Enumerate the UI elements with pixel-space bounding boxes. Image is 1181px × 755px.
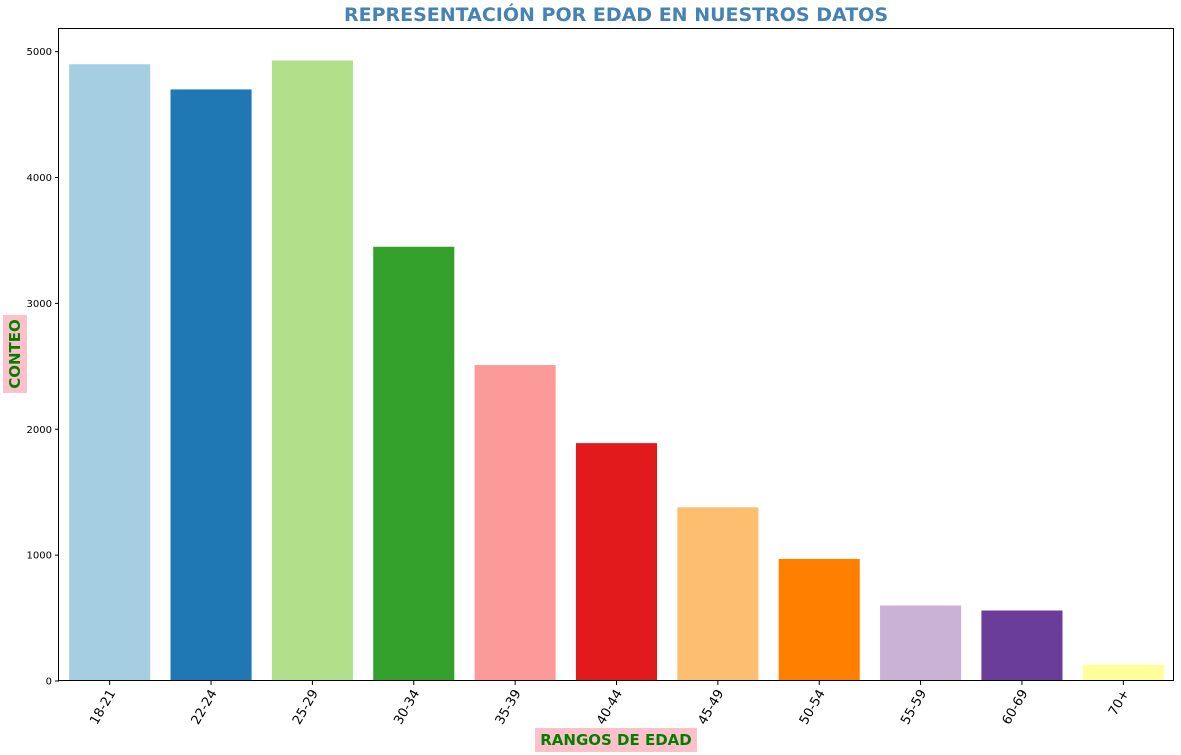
- y-ticks: 0 1000 2000 3000 4000 5000: [27, 47, 59, 688]
- bar-60-69: [981, 610, 1063, 681]
- bar-70+: [1082, 664, 1164, 681]
- chart-title: REPRESENTACIÓN POR EDAD EN NUESTROS DATO…: [344, 2, 888, 26]
- x-tick-label: 35-39: [493, 687, 525, 727]
- y-axis-label: CONTEO: [3, 315, 27, 393]
- bar-22-24: [170, 89, 252, 681]
- x-tick-label: 55-59: [898, 687, 930, 727]
- x-ticks: 18-21 22-24 25-29 30-34 35-39 40-44 45-49 50-54…: [87, 681, 1133, 727]
- bar-55-59: [880, 605, 962, 681]
- x-tick-label: 45-49: [695, 687, 727, 727]
- x-tick-label: 18-21: [87, 687, 119, 727]
- y-tick-label: 3000: [27, 299, 52, 310]
- y-tick-label: 0: [46, 677, 52, 688]
- y-tick-label: 1000: [27, 551, 52, 562]
- x-tick-label: 70+: [1106, 687, 1133, 718]
- y-tick-label: 4000: [27, 173, 52, 184]
- x-tick-label: 30-34: [391, 687, 423, 727]
- y-axis-label-text: CONTEO: [6, 319, 24, 389]
- bar-30-34: [373, 246, 455, 681]
- x-tick-label: 22-24: [189, 687, 221, 727]
- bar-45-49: [677, 507, 759, 681]
- bars: [69, 60, 1164, 682]
- x-tick-label: 60-69: [1000, 687, 1032, 727]
- x-tick-label: 50-54: [797, 687, 829, 727]
- bar-25-29: [271, 60, 353, 682]
- plot-frame: [58, 28, 1174, 681]
- x-tick-label: 25-29: [290, 687, 322, 727]
- x-axis-label: RANGOS DE EDAD: [535, 728, 697, 752]
- x-axis-label-background: [535, 728, 697, 752]
- x-tick-label: 40-44: [594, 687, 626, 727]
- y-tick-label: 2000: [27, 425, 52, 436]
- bar-40-44: [575, 443, 658, 681]
- x-axis-label-text: RANGOS DE EDAD: [540, 731, 691, 749]
- bar-35-39: [474, 365, 556, 681]
- y-axis-label-background: [3, 315, 27, 393]
- bar-50-54: [778, 558, 860, 681]
- y-tick-label: 5000: [27, 47, 52, 58]
- bar-18-21: [69, 64, 151, 682]
